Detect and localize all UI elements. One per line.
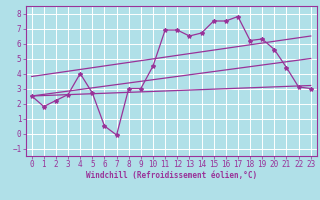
X-axis label: Windchill (Refroidissement éolien,°C): Windchill (Refroidissement éolien,°C) — [86, 171, 257, 180]
